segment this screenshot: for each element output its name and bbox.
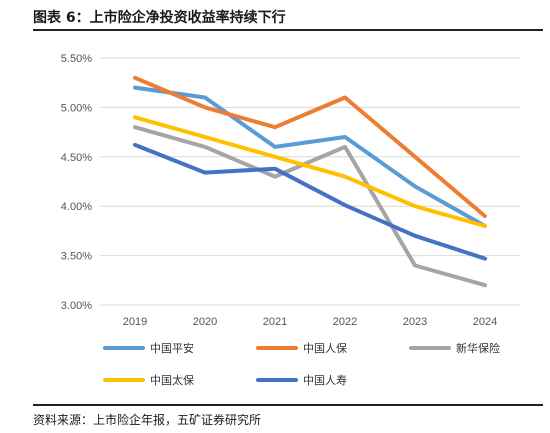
x-tick-label: 2019 xyxy=(123,316,147,328)
x-tick-label: 2022 xyxy=(333,316,357,328)
y-tick-label: 3.00% xyxy=(61,300,92,312)
y-tick-label: 5.00% xyxy=(61,102,92,114)
legend-label: 中国平安 xyxy=(150,341,194,355)
y-tick-label: 4.00% xyxy=(61,201,92,213)
x-tick-label: 2024 xyxy=(473,316,497,328)
legend-label: 新华保险 xyxy=(456,341,500,355)
legend-label: 中国人保 xyxy=(303,341,347,355)
title-rule xyxy=(33,29,543,31)
series-line xyxy=(133,85,487,228)
series-line xyxy=(133,75,487,219)
figure-title: 图表 6：上市险企净投资收益率持续下行 xyxy=(33,10,286,26)
source-note: 资料来源：上市险企年报，五矿证券研究所 xyxy=(33,413,262,427)
x-tick-label: 2020 xyxy=(193,316,217,328)
x-tick-label: 2021 xyxy=(263,316,287,328)
legend-label: 中国人寿 xyxy=(303,373,347,387)
y-tick-label: 5.50% xyxy=(61,53,92,65)
y-tick-label: 3.50% xyxy=(61,251,92,263)
series-line xyxy=(133,142,487,261)
series-line xyxy=(133,125,487,288)
legend-label: 中国太保 xyxy=(150,373,194,387)
y-tick-label: 4.50% xyxy=(61,152,92,164)
x-tick-label: 2023 xyxy=(403,316,427,328)
series-line xyxy=(133,115,487,228)
source-rule xyxy=(33,404,543,406)
